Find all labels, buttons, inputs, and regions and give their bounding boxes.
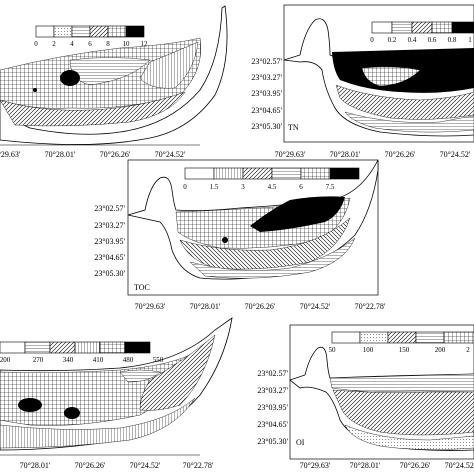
longitude-label: 70°26.26' <box>400 461 431 470</box>
legend: 0 0.2 0.4 0.6 0.8 1 <box>370 21 474 44</box>
panel-name: OI <box>296 438 305 447</box>
zone-vert <box>0 397 196 449</box>
latitude-label: 23°02.57' <box>94 204 125 213</box>
longitude-label: 70°29.63' <box>135 302 166 311</box>
panel-middle: 0 1.5 3 4.5 6 7.5 23°02.57' 23°03.27' 23… <box>94 159 386 311</box>
longitude-label: 70°26.26' <box>75 461 106 470</box>
panel-topright: 0 0.2 0.4 0.6 0.8 1 23°02.57' 23°03.27' … <box>251 4 474 159</box>
zone-diag <box>0 91 186 127</box>
legend-label: 6 <box>88 40 92 48</box>
panel-name: TOC <box>134 283 150 292</box>
longitude-label: 70°28.01' <box>350 461 381 470</box>
legend-label: 0 <box>183 183 187 191</box>
legend-label: 12 <box>141 40 149 48</box>
longitude-label: 70°29.63' <box>0 150 21 159</box>
panel-bottomright: 50 100 150 200 2 23°02.57' 23°03.27' 23°… <box>257 324 474 470</box>
longitude-label: 70°28.01' <box>190 302 221 311</box>
legend-label: 0.2 <box>388 36 397 44</box>
latitude-label: 23°05.30' <box>94 269 125 278</box>
zone-diag <box>335 84 474 120</box>
longitude-label: 70°26.26' <box>245 302 276 311</box>
legend-label: 2 <box>52 40 56 48</box>
zone-max <box>18 398 42 412</box>
longitude-label: 70°29.63' <box>300 461 331 470</box>
latitude-label: 23°05.30' <box>257 437 288 446</box>
legend-label: 1.5 <box>210 183 219 191</box>
longitude-label: 70°24.52' <box>300 302 331 311</box>
coastline <box>0 5 228 145</box>
zone-grid <box>361 66 421 87</box>
zone-horiz <box>344 111 474 133</box>
legend-label: 1 <box>468 36 472 44</box>
longitude-label: 70°26.26' <box>385 150 416 159</box>
legend-label: 200 <box>435 346 446 354</box>
latitude-label: 23°05.30' <box>251 122 282 131</box>
longitude-label: 70°24.52' <box>155 150 186 159</box>
latitude-label: 23°02.57' <box>251 57 282 66</box>
panel-topleft: 0 2 4 6 8 10 12 70°29.63' 70°28.01' 70°2… <box>0 5 228 159</box>
longitude-label: 70°28.01' <box>20 461 51 470</box>
longitude-label: 70°22.78' <box>355 302 386 311</box>
legend-label: 0 <box>34 40 38 48</box>
legend-label: 10 <box>123 40 131 48</box>
longitude-label: 70°24.52' <box>440 150 471 159</box>
legend-label: 0.6 <box>428 36 437 44</box>
longitude-label: 70°24.52' <box>130 461 161 470</box>
longitude-label: 70°26.26' <box>100 150 131 159</box>
legend-label: 4 <box>70 40 74 48</box>
latitude-label: 23°03.95' <box>257 403 288 412</box>
longitude-label: 70°28.01' <box>45 150 76 159</box>
latitude-label: 23°03.95' <box>94 237 125 246</box>
longitude-label: 70°29.63' <box>275 150 306 159</box>
latitude-label: 23°03.27' <box>94 221 125 230</box>
legend-label: 200 <box>0 356 11 364</box>
zone-max <box>60 70 80 86</box>
longitude-label: 70°24.52' <box>445 461 474 470</box>
zone-diag <box>139 334 216 411</box>
legend: 0 2 4 6 8 10 12 <box>34 25 149 48</box>
panel-bottomleft: 200 270 340 410 480 550 70°28.01' 70°26.… <box>0 317 233 470</box>
zone-max-dot <box>33 88 37 92</box>
legend-label: 0 <box>370 36 374 44</box>
latitude-label: 23°04.65' <box>257 420 288 429</box>
legend: 200 270 340 410 480 550 <box>0 341 164 364</box>
legend-label: 0.4 <box>408 36 417 44</box>
legend-label: 0.8 <box>448 36 457 44</box>
zone-horiz <box>189 237 356 279</box>
zone-vert <box>139 41 199 89</box>
zone-max-dot <box>222 237 228 243</box>
zone-horiz <box>329 373 474 393</box>
legend-label: 7.5 <box>326 183 335 191</box>
legend-label: 2 <box>466 346 470 354</box>
legend-label: 8 <box>106 40 110 48</box>
longitude-label: 70°22.78' <box>183 461 214 470</box>
legend-label: 340 <box>63 356 74 364</box>
panel-name: TN <box>288 123 299 132</box>
legend-label: 4.5 <box>268 183 277 191</box>
latitude-label: 23°04.65' <box>94 253 125 262</box>
latitude-label: 23°03.27' <box>257 386 288 395</box>
zone-max <box>64 407 80 419</box>
legend-label: 410 <box>93 356 104 364</box>
latitude-label: 23°04.65' <box>251 106 282 115</box>
legend-label: 6 <box>299 183 303 191</box>
zone-black <box>250 196 345 232</box>
zone-diag <box>332 389 474 436</box>
zone-horiz <box>119 369 161 383</box>
zone-dots <box>344 424 474 450</box>
legend-label: 270 <box>33 356 44 364</box>
legend-label: 3 <box>241 183 245 191</box>
legend: 50 100 150 200 2 <box>329 331 474 354</box>
legend: 0 1.5 3 4.5 6 7.5 <box>183 167 360 191</box>
legend-label: 100 <box>363 346 374 354</box>
legend-label: 150 <box>399 346 410 354</box>
legend-label: 480 <box>123 356 134 364</box>
longitude-label: 70°28.01' <box>330 150 361 159</box>
legend-label: 50 <box>329 346 337 354</box>
latitude-label: 23°02.57' <box>257 369 288 378</box>
latitude-label: 23°03.95' <box>251 89 282 98</box>
legend-label: 550 <box>153 356 164 364</box>
latitude-label: 23°03.27' <box>251 73 282 82</box>
